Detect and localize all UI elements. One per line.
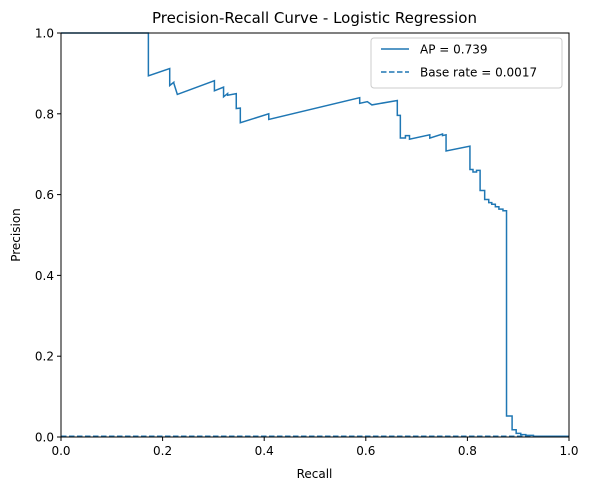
x-tick-label: 0.2 (153, 444, 172, 458)
x-tick-label: 0.0 (51, 444, 70, 458)
series-line-ap (61, 32, 569, 438)
x-tick-label: 0.8 (458, 444, 477, 458)
x-tick-label: 0.4 (255, 444, 274, 458)
y-tick-label: 1.0 (35, 27, 54, 41)
y-tick-label: 0.0 (35, 431, 54, 445)
legend: AP = 0.739 Base rate = 0.0017 (370, 37, 563, 89)
x-tick-label: 0.6 (356, 444, 375, 458)
plot-area (61, 32, 569, 438)
x-tick-label: 1.0 (559, 444, 578, 458)
legend-label-ap: AP = 0.739 (420, 43, 487, 57)
y-axis-label: Precision (9, 208, 23, 262)
y-tick-label: 0.2 (35, 350, 54, 364)
axes-frame (60, 32, 570, 438)
axis-ticks: 0.0 0.2 0.4 0.6 0.8 1.0 0.0 0.2 0.4 0.6 0.8 1.0 (35, 27, 579, 459)
legend-box (370, 37, 563, 89)
y-tick-label: 0.4 (35, 269, 54, 283)
x-axis-label: Recall (297, 467, 333, 481)
legend-label-base-rate: Base rate = 0.0017 (420, 66, 537, 80)
chart-title: Precision-Recall Curve - Logistic Regres… (152, 9, 477, 27)
y-tick-label: 0.6 (35, 188, 54, 202)
y-tick-label: 0.8 (35, 107, 54, 121)
